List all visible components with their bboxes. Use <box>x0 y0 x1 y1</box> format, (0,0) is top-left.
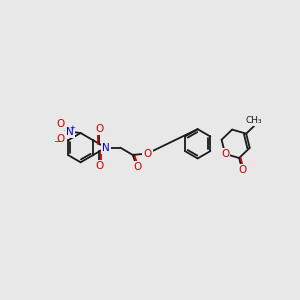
Text: CH₃: CH₃ <box>246 116 262 125</box>
Text: O: O <box>95 161 104 171</box>
Text: N: N <box>66 127 74 136</box>
Text: −: − <box>53 137 61 146</box>
Text: N: N <box>102 143 110 153</box>
Text: O: O <box>95 124 104 134</box>
Text: O: O <box>221 149 229 159</box>
Text: +: + <box>70 125 76 131</box>
Text: O: O <box>57 119 65 129</box>
Text: O: O <box>238 165 246 175</box>
Text: O: O <box>143 148 152 158</box>
Text: O: O <box>57 134 65 144</box>
Text: O: O <box>133 162 141 172</box>
